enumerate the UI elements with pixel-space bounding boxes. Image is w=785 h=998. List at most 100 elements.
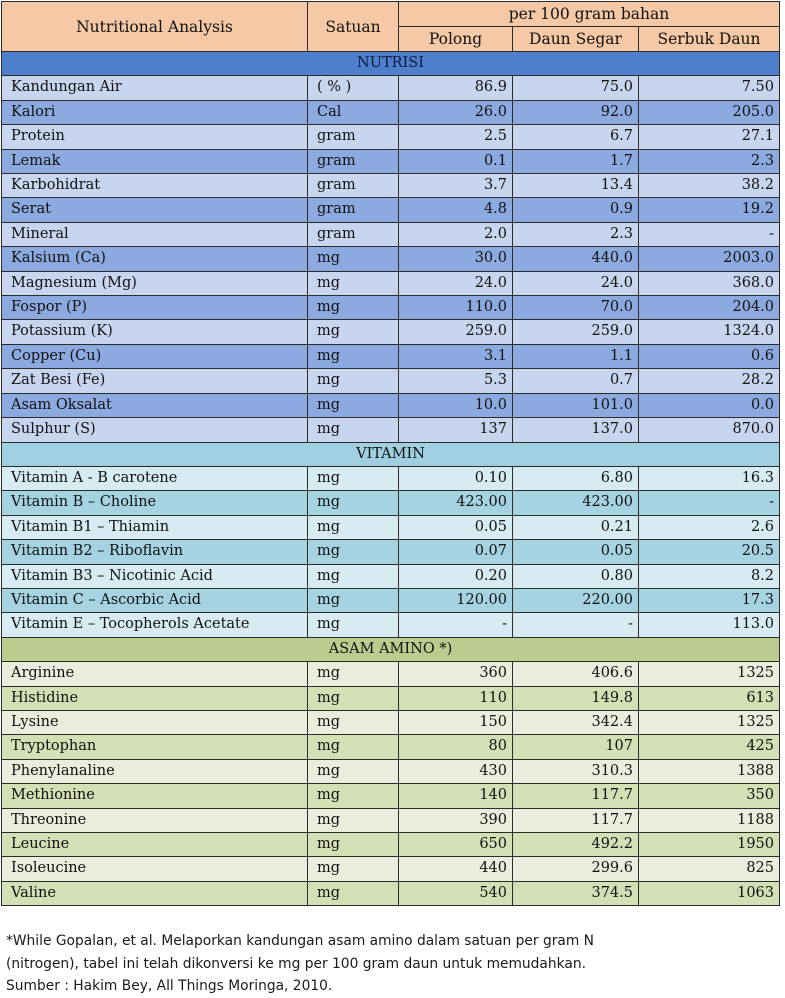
cell-nutrient: Arginine xyxy=(1,661,308,687)
cell-nutrient: Threonine xyxy=(1,807,308,834)
cell-nutrient: Vitamin B – Choline xyxy=(1,490,308,516)
cell-daun-segar: 6.7 xyxy=(512,124,639,150)
footnote-line: *While Gopalan, et al. Melaporkan kandun… xyxy=(6,933,594,949)
table-row: Histidine mg 110 149.8 613 xyxy=(1,685,780,711)
cell-serbuk-daun: 825 xyxy=(638,856,780,882)
cell-unit: mg xyxy=(307,612,399,638)
cell-unit: gram xyxy=(307,173,399,199)
cell-nutrient: Methionine xyxy=(1,783,308,809)
header-nutritional-analysis: Nutritional Analysis xyxy=(1,1,308,52)
cell-daun-segar: 220.00 xyxy=(512,587,639,614)
table-row: Isoleucine mg 440 299.6 825 xyxy=(1,856,780,882)
cell-serbuk-daun: 1063 xyxy=(638,880,780,907)
cell-polong: 430 xyxy=(398,758,513,785)
table-row: Vitamin C – Ascorbic Acid mg 120.00 220.00 1… xyxy=(1,587,780,614)
cell-daun-segar: 0.9 xyxy=(512,197,639,223)
table-row: Fospor (P) mg 110.0 70.0 204.0 xyxy=(1,295,780,321)
table-row: Vitamin B2 – Riboflavin mg 0.07 0.05 20.5 xyxy=(1,539,780,565)
section-title: VITAMIN xyxy=(1,441,780,467)
cell-nutrient: Leucine xyxy=(1,831,308,858)
cell-nutrient: Phenylanaline xyxy=(1,758,308,785)
cell-daun-segar: 2.3 xyxy=(512,221,639,248)
cell-daun-segar: 13.4 xyxy=(512,173,639,199)
cell-serbuk-daun: 350 xyxy=(638,783,780,809)
section-header-row: NUTRISI xyxy=(1,50,780,77)
cell-nutrient: Kalori xyxy=(1,99,308,126)
cell-nutrient: Lemak xyxy=(1,148,308,175)
cell-serbuk-daun: 27.1 xyxy=(638,124,780,150)
section-header-row: VITAMIN xyxy=(1,441,780,467)
cell-serbuk-daun: - xyxy=(638,490,780,516)
table-row: Phenylanaline mg 430 310.3 1388 xyxy=(1,758,780,785)
cell-polong: 2.0 xyxy=(398,221,513,248)
table-row: Asam Oksalat mg 10.0 101.0 0.0 xyxy=(1,392,780,419)
section-title: ASAM AMINO *) xyxy=(1,636,780,663)
cell-nutrient: Fospor (P) xyxy=(1,295,308,321)
cell-unit: Cal xyxy=(307,99,399,126)
cell-nutrient: Isoleucine xyxy=(1,856,308,882)
cell-daun-segar: 117.7 xyxy=(512,783,639,809)
table-header: Nutritional Analysis Satuan per 100 gram… xyxy=(1,1,780,52)
table-row: Protein gram 2.5 6.7 27.1 xyxy=(1,124,780,150)
cell-polong: 259.0 xyxy=(398,319,513,345)
cell-nutrient: Histidine xyxy=(1,685,308,711)
cell-unit: mg xyxy=(307,343,399,370)
cell-polong: 423.00 xyxy=(398,490,513,516)
cell-daun-segar: 374.5 xyxy=(512,880,639,907)
table-row: Copper (Cu) mg 3.1 1.1 0.6 xyxy=(1,343,780,370)
cell-daun-segar: 0.80 xyxy=(512,563,639,589)
nutrition-table: Nutritional Analysis Satuan per 100 gram… xyxy=(1,1,780,907)
cell-serbuk-daun: 425 xyxy=(638,734,780,760)
cell-polong: 0.1 xyxy=(398,148,513,175)
cell-polong: 2.5 xyxy=(398,124,513,150)
cell-unit: mg xyxy=(307,563,399,589)
cell-nutrient: Asam Oksalat xyxy=(1,392,308,419)
cell-daun-segar: 259.0 xyxy=(512,319,639,345)
cell-serbuk-daun: 0.6 xyxy=(638,343,780,370)
cell-daun-segar: 423.00 xyxy=(512,490,639,516)
cell-polong: 0.20 xyxy=(398,563,513,589)
cell-serbuk-daun: 204.0 xyxy=(638,295,780,321)
cell-daun-segar: 310.3 xyxy=(512,758,639,785)
cell-daun-segar: 75.0 xyxy=(512,75,639,101)
cell-polong: 150 xyxy=(398,709,513,736)
cell-polong: 4.8 xyxy=(398,197,513,223)
cell-unit: mg xyxy=(307,758,399,785)
cell-serbuk-daun: 368.0 xyxy=(638,270,780,297)
cell-unit: mg xyxy=(307,246,399,272)
cell-polong: 390 xyxy=(398,807,513,834)
cell-daun-segar: 1.7 xyxy=(512,148,639,175)
cell-unit: gram xyxy=(307,148,399,175)
table-row: Kalsium (Ca) mg 30.0 440.0 2003.0 xyxy=(1,246,780,272)
cell-unit: mg xyxy=(307,392,399,419)
cell-nutrient: Vitamin B3 – Nicotinic Acid xyxy=(1,563,308,589)
table-row: Threonine mg 390 117.7 1188 xyxy=(1,807,780,834)
footnote: *While Gopalan, et al. Melaporkan kandun… xyxy=(6,930,778,998)
cell-unit: mg xyxy=(307,295,399,321)
cell-serbuk-daun: 1388 xyxy=(638,758,780,785)
cell-daun-segar: - xyxy=(512,612,639,638)
cell-polong: 5.3 xyxy=(398,368,513,394)
cell-serbuk-daun: 205.0 xyxy=(638,99,780,126)
cell-nutrient: Tryptophan xyxy=(1,734,308,760)
cell-unit: mg xyxy=(307,685,399,711)
cell-unit: mg xyxy=(307,490,399,516)
cell-unit: mg xyxy=(307,807,399,834)
cell-unit: mg xyxy=(307,856,399,882)
table-row: Methionine mg 140 117.7 350 xyxy=(1,783,780,809)
header-polong: Polong xyxy=(398,26,513,52)
cell-nutrient: Vitamin A - B carotene xyxy=(1,465,308,492)
cell-polong: 140 xyxy=(398,783,513,809)
cell-polong: 137 xyxy=(398,417,513,443)
cell-daun-segar: 92.0 xyxy=(512,99,639,126)
table-row: Zat Besi (Fe) mg 5.3 0.7 28.2 xyxy=(1,368,780,394)
cell-serbuk-daun: 0.0 xyxy=(638,392,780,419)
table-row: Mineral gram 2.0 2.3- xyxy=(1,221,780,248)
cell-serbuk-daun: 16.3 xyxy=(638,465,780,492)
cell-nutrient: Lysine xyxy=(1,709,308,736)
cell-daun-segar: 149.8 xyxy=(512,685,639,711)
cell-unit: mg xyxy=(307,661,399,687)
table-row: Lysine mg 150 342.4 1325 xyxy=(1,709,780,736)
cell-daun-segar: 0.21 xyxy=(512,514,639,541)
cell-daun-segar: 6.80 xyxy=(512,465,639,492)
